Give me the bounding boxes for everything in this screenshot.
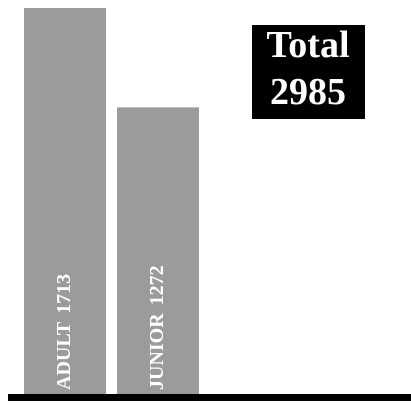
bar <box>117 107 199 394</box>
bar-label: ADULT 1713 <box>53 274 75 390</box>
bar-value: 1713 <box>53 274 75 314</box>
baseline <box>8 394 411 401</box>
bar-category: JUNIOR <box>146 313 168 390</box>
bar-value: 1272 <box>146 265 168 305</box>
total-box <box>252 25 365 119</box>
bar <box>24 8 106 394</box>
total-value: 2985 <box>270 71 346 113</box>
bar-label: JUNIOR 1272 <box>146 265 168 390</box>
total-label: Total <box>266 24 349 66</box>
bar-category: ADULT <box>53 321 75 390</box>
